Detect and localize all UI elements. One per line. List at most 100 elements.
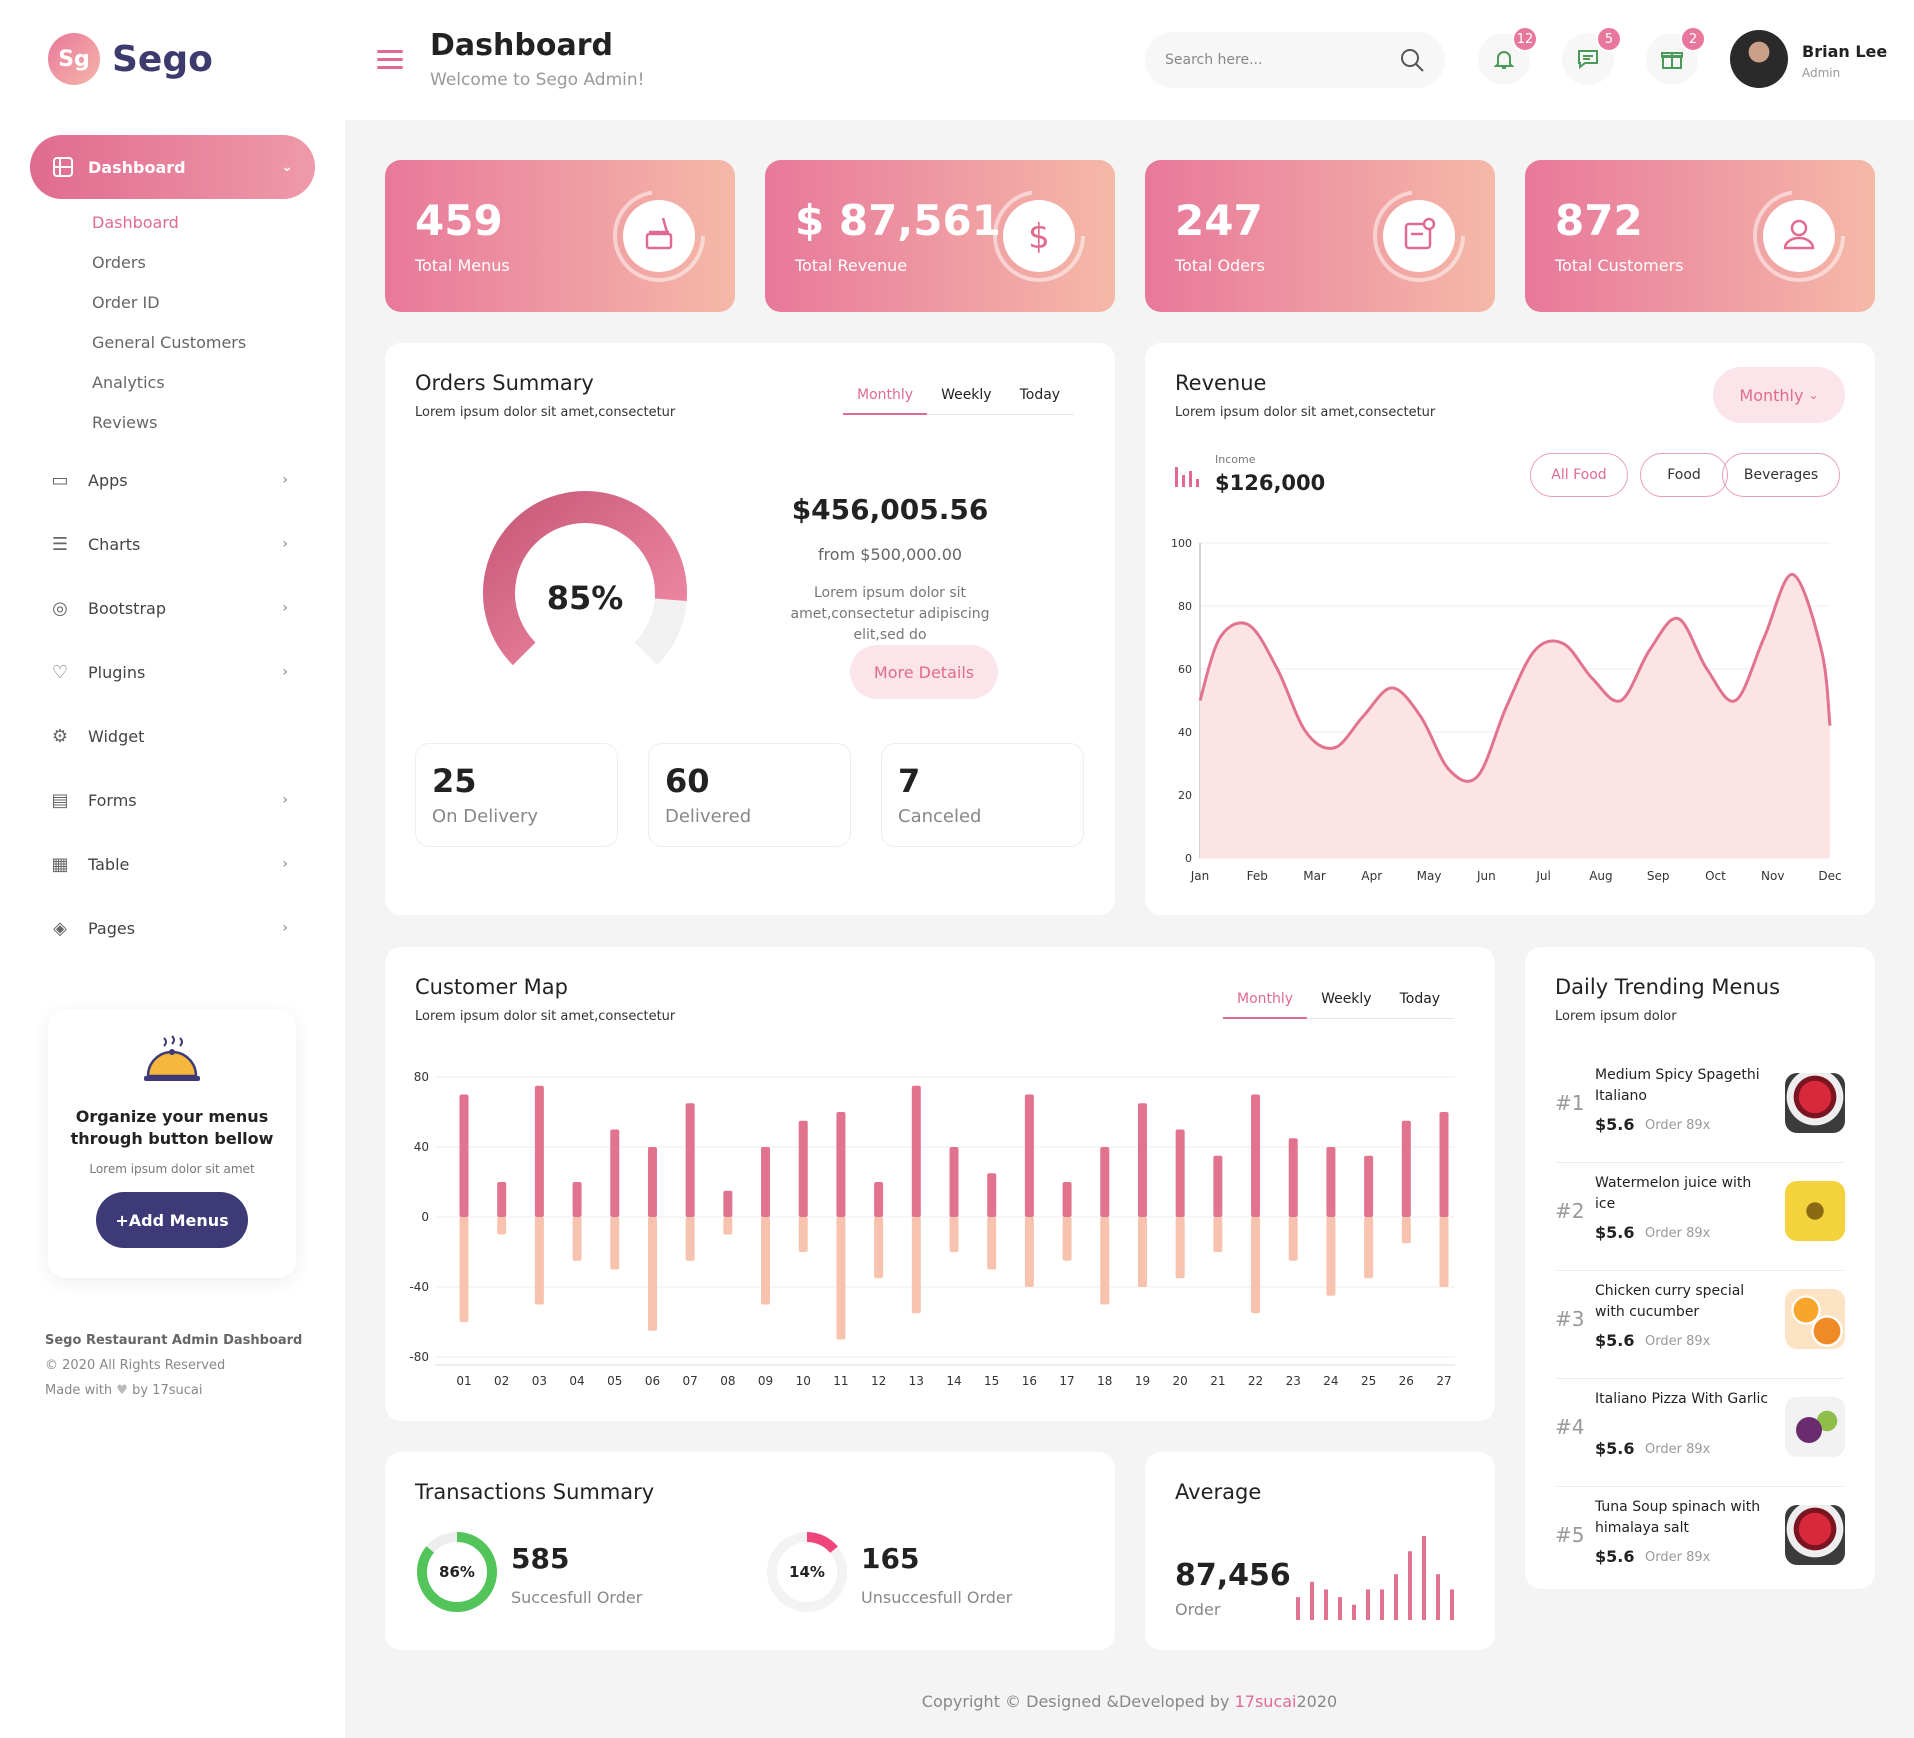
table-icon: ▦ bbox=[51, 853, 69, 875]
bar-negative bbox=[1100, 1217, 1110, 1305]
bar-negative bbox=[1326, 1217, 1336, 1296]
x-tick-label: 26 bbox=[1399, 1374, 1414, 1388]
promo-title: Organize your menus through button bello… bbox=[70, 1107, 274, 1148]
chevron-right-icon: › bbox=[282, 600, 288, 616]
filter-all-food[interactable]: All Food bbox=[1530, 453, 1628, 497]
more-details-button[interactable]: More Details bbox=[850, 645, 998, 699]
message-count-badge: 5 bbox=[1596, 26, 1622, 52]
trending-item[interactable]: #5 Tuna Soup spinach with himalaya salt … bbox=[1555, 1487, 1845, 1595]
sidebar-item-forms[interactable]: ▤ Forms › bbox=[48, 768, 288, 832]
bar-negative bbox=[949, 1217, 959, 1252]
fail-arc bbox=[767, 1532, 847, 1612]
submenu-reviews[interactable]: Reviews bbox=[92, 413, 158, 432]
trending-item[interactable]: #4 Italiano Pizza With Garlic $5.6 Order… bbox=[1555, 1379, 1845, 1487]
submenu-order-id[interactable]: Order ID bbox=[92, 293, 160, 312]
messages-button[interactable]: 5 bbox=[1562, 26, 1622, 85]
tab-monthly[interactable]: Monthly bbox=[1223, 979, 1308, 1019]
strawberry-bowl-image bbox=[1785, 1505, 1845, 1565]
sidebar-item-plugins[interactable]: ♡ Plugins › bbox=[48, 640, 288, 704]
notifications-button[interactable]: 12 bbox=[1478, 26, 1538, 85]
food-icon bbox=[613, 190, 705, 282]
bar-positive bbox=[723, 1190, 733, 1217]
sidebar-item-apps[interactable]: ▭ Apps › bbox=[48, 448, 288, 512]
stat-card-total-revenue[interactable]: $ 87,561 Total Revenue $ bbox=[765, 160, 1115, 312]
trend-rank: #1 bbox=[1555, 1091, 1585, 1115]
sidebar-item-charts[interactable]: ☰ Charts › bbox=[48, 512, 288, 576]
stat-card-total-orders[interactable]: 247 Total Oders bbox=[1145, 160, 1495, 312]
tab-weekly[interactable]: Weekly bbox=[1307, 979, 1386, 1019]
revenue-period-dropdown[interactable]: Monthly ⌄ bbox=[1713, 367, 1845, 423]
trending-item[interactable]: #2 Watermelon juice with ice $5.6 Order … bbox=[1555, 1163, 1845, 1271]
tab-monthly[interactable]: Monthly bbox=[843, 375, 928, 415]
stat-value: $ 87,561 bbox=[795, 196, 1001, 245]
monitor-icon: ▭ bbox=[51, 469, 69, 491]
stat-value: 872 bbox=[1555, 196, 1643, 245]
bar-negative bbox=[497, 1217, 507, 1235]
x-tick-label: Apr bbox=[1361, 869, 1382, 883]
stat-card-total-menus[interactable]: 459 Total Menus bbox=[385, 160, 735, 312]
bar-positive bbox=[836, 1112, 846, 1217]
sidebar-item-dashboard[interactable]: Dashboard ⌄ bbox=[30, 135, 315, 199]
bar-positive bbox=[798, 1120, 808, 1217]
chevron-right-icon: › bbox=[282, 536, 288, 552]
trend-rank: #2 bbox=[1555, 1199, 1585, 1223]
bar-negative bbox=[761, 1217, 771, 1305]
sidebar-item-bootstrap[interactable]: ◎ Bootstrap › bbox=[48, 576, 288, 640]
page-title: Dashboard bbox=[430, 28, 613, 63]
bar-positive bbox=[1175, 1129, 1185, 1217]
trend-price: $5.6 bbox=[1595, 1331, 1635, 1350]
y-tick-label: 0 bbox=[421, 1210, 429, 1224]
user-role: Admin bbox=[1802, 66, 1841, 80]
y-tick-label: 60 bbox=[1178, 663, 1192, 676]
dollar-icon: $ bbox=[993, 190, 1085, 282]
bar-negative bbox=[1439, 1217, 1449, 1287]
page-subtitle: Welcome to Sego Admin! bbox=[430, 70, 645, 90]
trend-rank: #3 bbox=[1555, 1307, 1585, 1331]
heart-icon: ♡ bbox=[51, 661, 69, 683]
bar-negative bbox=[1364, 1217, 1374, 1279]
filter-beverages[interactable]: Beverages bbox=[1722, 453, 1840, 497]
tab-today[interactable]: Today bbox=[1385, 979, 1455, 1019]
x-tick-label: Jan bbox=[1190, 869, 1210, 883]
brand-logo[interactable]: Sg Sego bbox=[48, 33, 213, 85]
sidebar-item-pages[interactable]: ◈ Pages › bbox=[48, 896, 288, 960]
add-menus-button[interactable]: +Add Menus bbox=[96, 1192, 248, 1248]
submenu-analytics[interactable]: Analytics bbox=[92, 373, 165, 392]
logo-mark: Sg bbox=[48, 33, 100, 85]
bar-negative bbox=[1251, 1217, 1261, 1314]
orders-summary-card: Orders Summary Lorem ipsum dolor sit ame… bbox=[385, 343, 1115, 915]
average-bar bbox=[1366, 1589, 1370, 1620]
submenu-orders[interactable]: Orders bbox=[92, 253, 146, 272]
sidebar-item-table[interactable]: ▦ Table › bbox=[48, 832, 288, 896]
submenu-general-customers[interactable]: General Customers bbox=[92, 333, 247, 352]
stat-card-total-customers[interactable]: 872 Total Customers bbox=[1525, 160, 1875, 312]
card-title: Daily Trending Menus bbox=[1555, 975, 1781, 999]
income-value: $126,000 bbox=[1215, 471, 1326, 495]
trend-order: Order 89x bbox=[1645, 1550, 1711, 1565]
tab-weekly[interactable]: Weekly bbox=[927, 375, 1006, 415]
dashboard-icon bbox=[53, 157, 73, 177]
trending-item[interactable]: #1 Medium Spicy Spagethi Italiano $5.6 O… bbox=[1555, 1055, 1845, 1163]
search-icon[interactable] bbox=[1399, 47, 1425, 73]
revenue-chart: 0 20 40 60 80 100 Jan Feb Mar Apr May Jun Jul Aug Sep O… bbox=[1171, 537, 1842, 883]
gifts-button[interactable]: 2 bbox=[1646, 26, 1706, 85]
x-tick-label: Sep bbox=[1647, 869, 1670, 883]
user-name[interactable]: Brian Lee bbox=[1802, 42, 1888, 61]
sidebar-item-widget[interactable]: ⚙ Widget bbox=[48, 704, 288, 768]
bar-negative bbox=[647, 1217, 657, 1331]
trend-order: Order 89x bbox=[1645, 1226, 1711, 1241]
y-tick-label: 80 bbox=[1178, 600, 1192, 613]
trending-item[interactable]: #3 Chicken curry special with cucumber $… bbox=[1555, 1271, 1845, 1379]
search-input[interactable]: Search here... bbox=[1145, 32, 1445, 88]
tab-today[interactable]: Today bbox=[1005, 375, 1075, 415]
bar-positive bbox=[949, 1147, 959, 1217]
x-tick-label: 12 bbox=[871, 1374, 886, 1388]
bar-positive bbox=[610, 1129, 620, 1217]
filter-food[interactable]: Food bbox=[1640, 453, 1728, 497]
submenu-dashboard[interactable]: Dashboard bbox=[92, 213, 179, 232]
footer-author-link[interactable]: 17sucai bbox=[1234, 1692, 1297, 1711]
user-avatar[interactable] bbox=[1730, 30, 1788, 88]
card-title: Orders Summary bbox=[415, 371, 594, 395]
hamburger-menu-icon[interactable] bbox=[377, 50, 403, 70]
page-footer: Copyright © Designed &Developed by 17suc… bbox=[345, 1692, 1914, 1711]
